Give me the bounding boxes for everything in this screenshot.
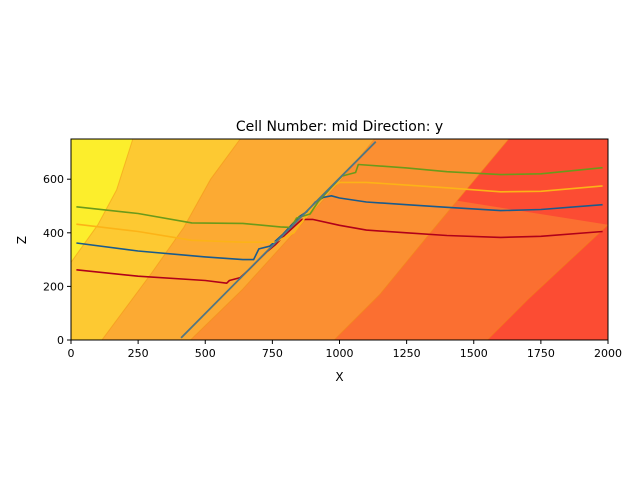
y-tick-label: 600: [43, 173, 64, 186]
y-tick-label: 400: [43, 227, 64, 240]
field-boundary-4: [333, 139, 510, 340]
x-tick-label: 1250: [393, 347, 421, 360]
x-tick-label: 1000: [326, 347, 354, 360]
y-axis-label: Z: [15, 236, 29, 244]
x-tick-label: 500: [195, 347, 216, 360]
y-tick-label: 0: [57, 334, 64, 347]
x-tick-label: 2000: [594, 347, 622, 360]
x-tick-label: 250: [128, 347, 149, 360]
x-axis-ticks: 0 250 500 750 1000 1250 1500 1750 2000: [68, 340, 622, 360]
chart-title: Cell Number: mid Direction: y: [236, 119, 443, 135]
x-tick-label: 1750: [527, 347, 555, 360]
surface-lines: [76, 141, 603, 339]
fault-line: [180, 141, 377, 339]
y-tick-label: 200: [43, 280, 64, 293]
x-tick-label: 1500: [460, 347, 488, 360]
background-fields: [71, 139, 608, 340]
x-axis-label: X: [335, 370, 343, 384]
y-axis-ticks: 0 200 400 600: [43, 173, 71, 347]
x-tick-label: 750: [262, 347, 283, 360]
x-tick-label: 0: [68, 347, 75, 360]
field-region-1: [71, 139, 133, 340]
field-boundary-5: [486, 224, 608, 340]
surface-line-4: [76, 163, 603, 229]
field-boundary-2: [101, 139, 241, 340]
